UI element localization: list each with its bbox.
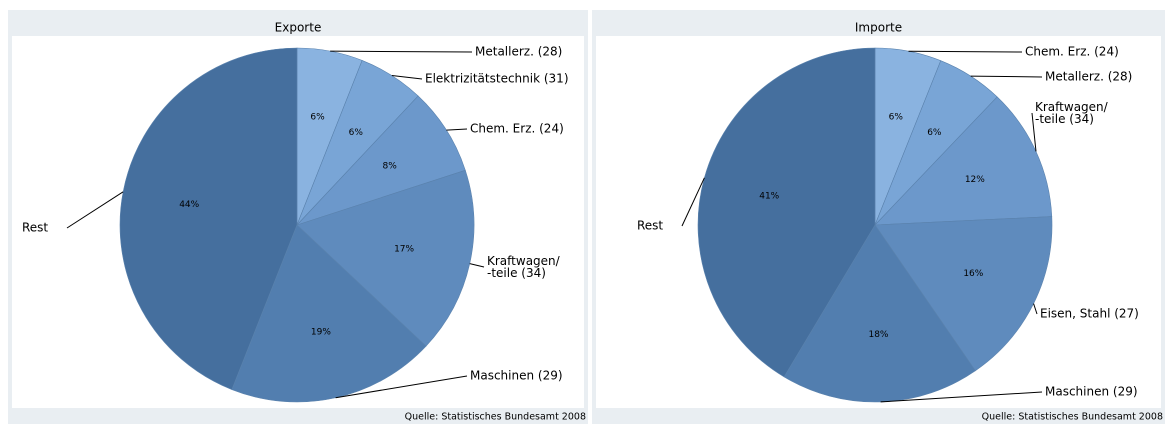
source: Quelle: Statistisches Bundesamt 2008 (405, 412, 586, 423)
slice-label: Elektrizitätstechnik (31) (425, 72, 569, 86)
slice-label: Maschinen (29) (1045, 385, 1138, 399)
leader-line (66, 191, 124, 229)
value-label: 6% (310, 113, 325, 123)
leader-line (970, 75, 1043, 78)
value-label: 19% (311, 328, 331, 338)
pie-slice (296, 95, 466, 226)
leader-line (1033, 303, 1038, 315)
value-label: 44% (179, 200, 199, 210)
value-label: 17% (394, 244, 414, 254)
slice-label: Metallerz. (28) (1045, 70, 1132, 84)
value-label: 6% (927, 128, 942, 138)
chart-title: Importe (855, 21, 902, 35)
leader-line (330, 50, 473, 53)
value-label: 16% (963, 269, 983, 279)
slice-label: Chem. Erz. (24) (1025, 45, 1119, 59)
slice-label: Rest (637, 219, 663, 233)
pie-slice (119, 47, 298, 390)
pie-slice (231, 224, 427, 403)
slice-label: Kraftwagen/-teile (34) (1035, 100, 1109, 126)
pie-slice (697, 47, 876, 378)
leader-line (469, 263, 485, 268)
leader-line (391, 75, 423, 80)
value-label: 8% (383, 162, 398, 172)
source: Quelle: Statistisches Bundesamt 2008 (982, 412, 1163, 423)
leader-line (446, 128, 468, 131)
pie-slice (296, 169, 475, 347)
pie-slice (874, 96, 1053, 226)
pie-slice (874, 216, 1053, 372)
value-label: 12% (965, 175, 985, 185)
value-label: 18% (868, 330, 888, 340)
value-label: 6% (889, 113, 904, 123)
leader-line (880, 391, 1043, 403)
value-label: 41% (759, 191, 779, 201)
chart-title: Exporte (275, 21, 322, 35)
slice-label: Metallerz. (28) (475, 45, 562, 59)
leader-line (908, 50, 1023, 53)
slice-label: Chem. Erz. (24) (470, 122, 564, 136)
leader-line (681, 177, 705, 227)
slice-label: Rest (22, 221, 48, 235)
slice-label: Kraftwagen/-teile (34) (487, 254, 561, 280)
slice-label: Eisen, Stahl (27) (1040, 307, 1139, 321)
leader-line (335, 375, 468, 399)
leader-line (1031, 112, 1037, 152)
value-label: 6% (349, 128, 364, 138)
slice-label: Maschinen (29) (470, 369, 563, 383)
